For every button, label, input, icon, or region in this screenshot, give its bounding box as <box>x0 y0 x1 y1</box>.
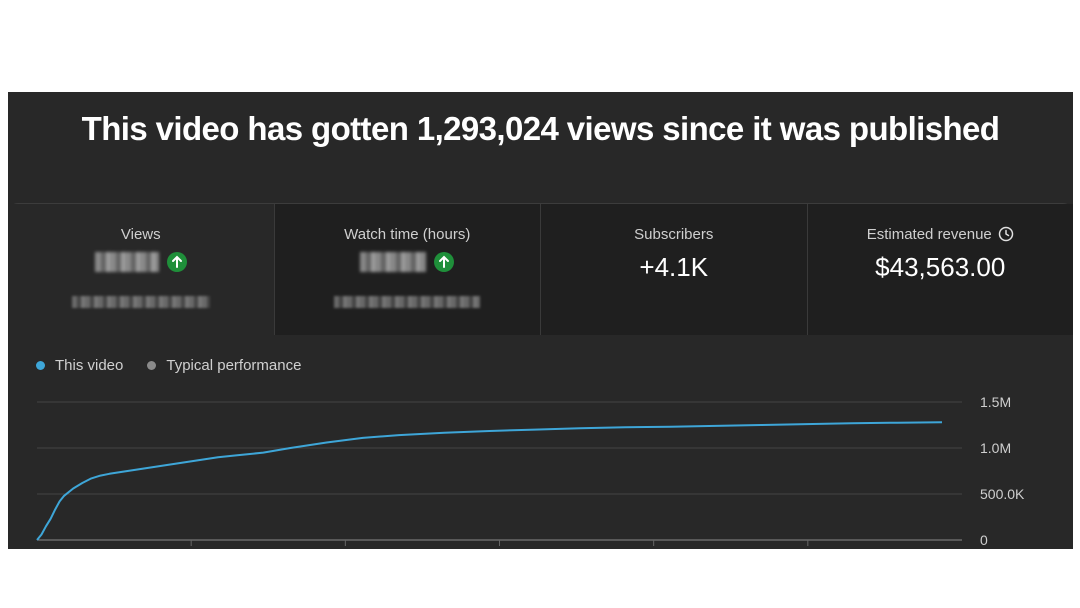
legend-typical-performance[interactable]: Typical performance <box>147 357 301 374</box>
y-tick-label: 1.0M <box>980 440 1011 456</box>
stat-watch-time[interactable]: Watch time (hours) <box>274 204 541 335</box>
redacted-value <box>360 252 427 272</box>
legend-label: This video <box>55 357 124 374</box>
y-tick-label: 0 <box>980 532 988 548</box>
stat-revenue-value: $43,563.00 <box>875 252 1006 282</box>
y-tick-label: 500.0K <box>980 486 1025 502</box>
stat-subscribers-value: +4.1K <box>639 252 709 282</box>
y-tick-label: 1.5M <box>980 394 1011 410</box>
stat-subscribers-label: Subscribers <box>634 226 714 243</box>
legend-label: Typical performance <box>166 357 302 374</box>
legend-dot-this-video <box>36 361 45 370</box>
arrow-up-circle-icon <box>166 252 187 272</box>
stat-subscribers[interactable]: Subscribers +4.1K <box>541 204 808 335</box>
arrow-up-circle-icon <box>434 252 455 272</box>
page-title: This video has gotten 1,293,024 views si… <box>81 110 1000 147</box>
chart-legend: This video Typical performance <box>36 357 301 374</box>
legend-this-video[interactable]: This video <box>36 357 123 374</box>
redacted-subtext <box>334 296 481 308</box>
stat-revenue-label: Estimated revenue <box>866 226 992 243</box>
legend-dot-typical <box>147 361 157 370</box>
stat-revenue[interactable]: Estimated revenue $43,563.00 <box>807 204 1073 335</box>
stat-watch-time-label: Watch time (hours) <box>344 226 471 243</box>
stats-row: Views Watch time (hours) Subscribers <box>8 203 1073 335</box>
views-line-chart: 1.5M 1.0M 500.0K 0 <box>36 394 1025 548</box>
series-line-this-video[interactable] <box>36 421 943 541</box>
redacted-subtext <box>71 296 210 308</box>
stat-views-label: Views <box>120 226 161 243</box>
analytics-panel: This video has gotten 1,293,024 views si… <box>8 92 1073 549</box>
stat-views[interactable]: Views <box>8 204 275 335</box>
clock-icon[interactable] <box>998 226 1014 246</box>
redacted-value <box>94 252 159 272</box>
